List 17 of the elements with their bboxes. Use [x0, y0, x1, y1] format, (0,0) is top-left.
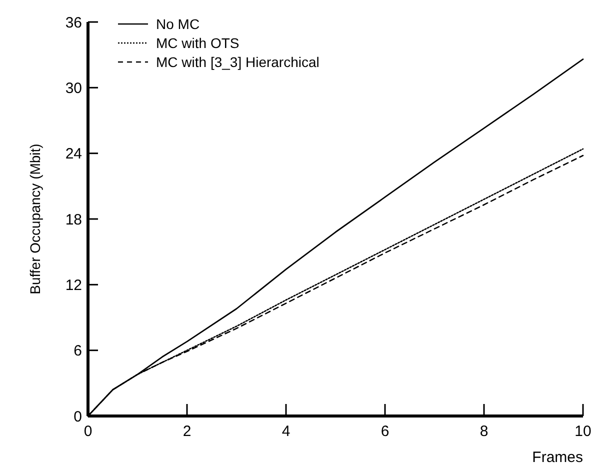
y-tick-label: 24 — [65, 146, 82, 163]
x-axis-title: Frames — [532, 449, 583, 466]
x-tick-label: 10 — [574, 423, 592, 440]
y-tick-label: 30 — [65, 80, 82, 97]
legend-label: No MC — [156, 16, 200, 32]
y-tick-label: 0 — [74, 408, 82, 426]
legend-label: MC with OTS — [156, 34, 240, 51]
legend-label: MC with [3_3] Hierarchical — [156, 54, 320, 70]
y-tick-label: 6 — [74, 342, 82, 360]
x-tick-label: 8 — [480, 423, 488, 440]
x-tick-label: 4 — [282, 423, 290, 440]
y-tick-label: 36 — [65, 14, 82, 32]
y-tick-label: 12 — [65, 276, 82, 294]
y-axis-title: Buffer Occupancy (Mbit) — [27, 144, 43, 294]
x-tick-label: 6 — [380, 423, 390, 440]
y-tick-label: 18 — [65, 211, 82, 228]
x-tick-label: 2 — [182, 423, 192, 440]
